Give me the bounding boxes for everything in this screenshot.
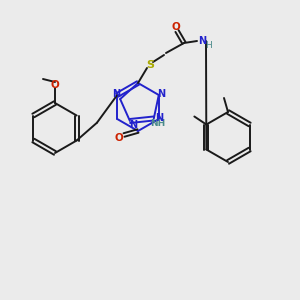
Text: N: N [155, 113, 163, 124]
Text: NH: NH [150, 118, 165, 127]
Text: N: N [157, 89, 165, 99]
Text: O: O [51, 80, 59, 90]
Text: N: N [129, 120, 137, 130]
Text: S: S [146, 60, 154, 70]
Text: N: N [112, 89, 120, 99]
Text: H: H [206, 41, 212, 50]
Text: N: N [198, 36, 206, 46]
Text: O: O [172, 22, 180, 32]
Text: O: O [115, 133, 123, 143]
